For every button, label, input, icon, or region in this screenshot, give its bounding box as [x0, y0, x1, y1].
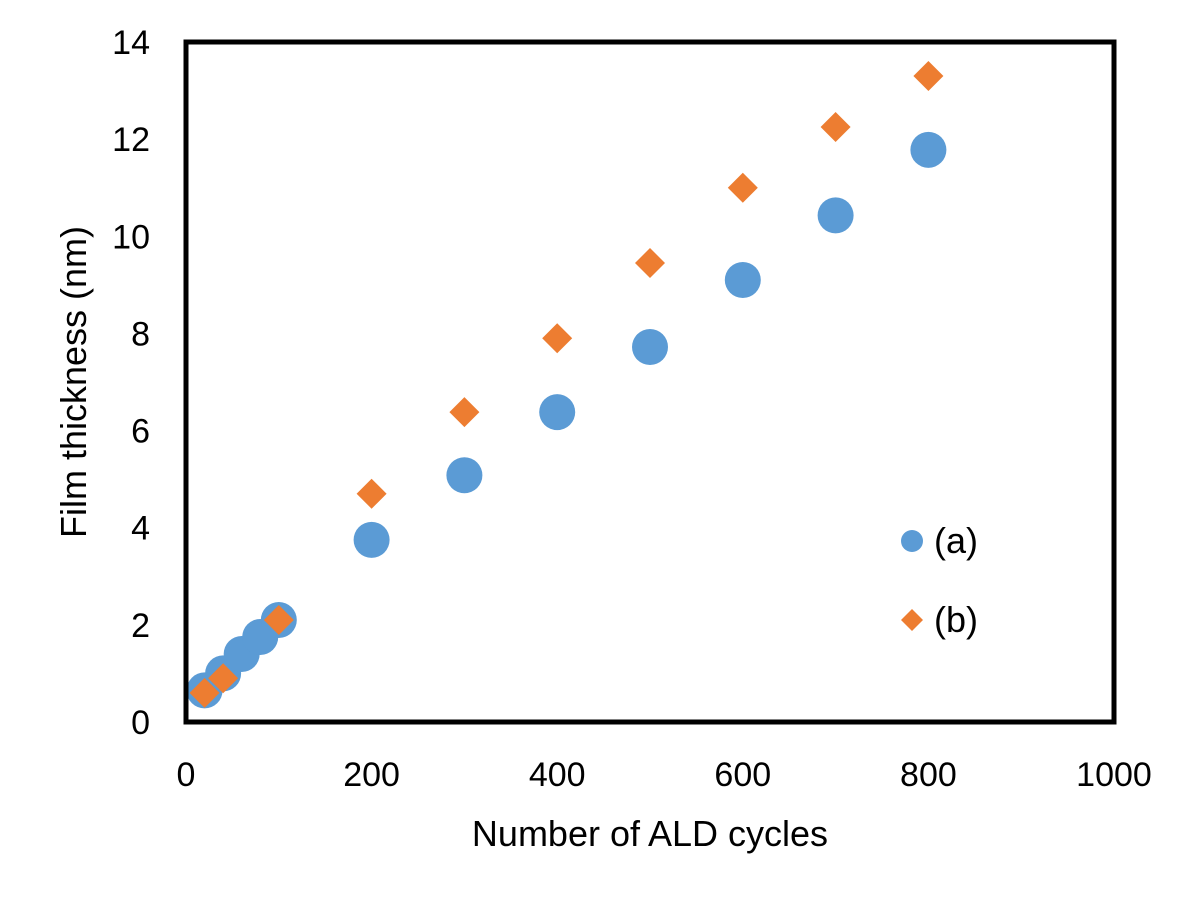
- y-tick-label: 0: [131, 704, 150, 742]
- series-b-point: [913, 61, 944, 91]
- y-tick-label: 12: [112, 121, 150, 159]
- series-b-point: [208, 663, 239, 694]
- series-b-point: [635, 248, 665, 278]
- legend-item: (b): [901, 599, 978, 640]
- x-tick-label: 1000: [1076, 756, 1152, 794]
- x-tick-label: 0: [177, 756, 196, 794]
- x-tick-label: 400: [529, 756, 586, 794]
- series-b: [189, 61, 944, 708]
- series-a-point: [724, 262, 761, 298]
- series-b-point: [820, 112, 851, 142]
- legend-label: (b): [934, 599, 978, 640]
- series-a-point: [539, 394, 576, 431]
- legend: (a) (b): [901, 520, 978, 640]
- series-a-point: [632, 329, 668, 366]
- y-tick-label: 4: [131, 510, 150, 548]
- y-tick-label: 10: [112, 218, 150, 256]
- y-tick-label: 8: [131, 315, 150, 353]
- series-b-point: [263, 605, 294, 635]
- series-a-point: [910, 131, 947, 168]
- x-tick-label: 600: [714, 756, 771, 794]
- y-tick-label: 6: [131, 413, 150, 451]
- series-a-point: [353, 521, 390, 558]
- legend-label: (a): [934, 520, 978, 561]
- series-b-point: [356, 478, 387, 509]
- series-a-point: [446, 457, 483, 494]
- series-b-point: [727, 172, 758, 203]
- y-tick-label: 14: [112, 24, 150, 62]
- x-axis-ticks: 0 200 400 600 800 1000: [177, 756, 1152, 794]
- x-axis-title: Number of ALD cycles: [472, 813, 828, 854]
- legend-marker-diamond: [901, 609, 923, 631]
- x-tick-label: 200: [343, 756, 400, 794]
- series-b-point: [542, 323, 573, 354]
- plot-marks: [186, 61, 947, 709]
- y-axis-ticks: 0 2 4 6 8 10 12 14: [112, 24, 150, 742]
- series-b-point: [449, 397, 480, 428]
- x-tick-label: 800: [900, 756, 957, 794]
- plot-frame: [183, 39, 1117, 725]
- series-b-point: [189, 677, 220, 708]
- legend-item: (a): [901, 520, 978, 561]
- series-a-point: [817, 197, 854, 234]
- legend-marker-circle: [901, 530, 923, 552]
- y-axis-title: Film thickness (nm): [53, 226, 94, 538]
- series-a: [186, 131, 947, 709]
- y-tick-label: 2: [131, 607, 150, 645]
